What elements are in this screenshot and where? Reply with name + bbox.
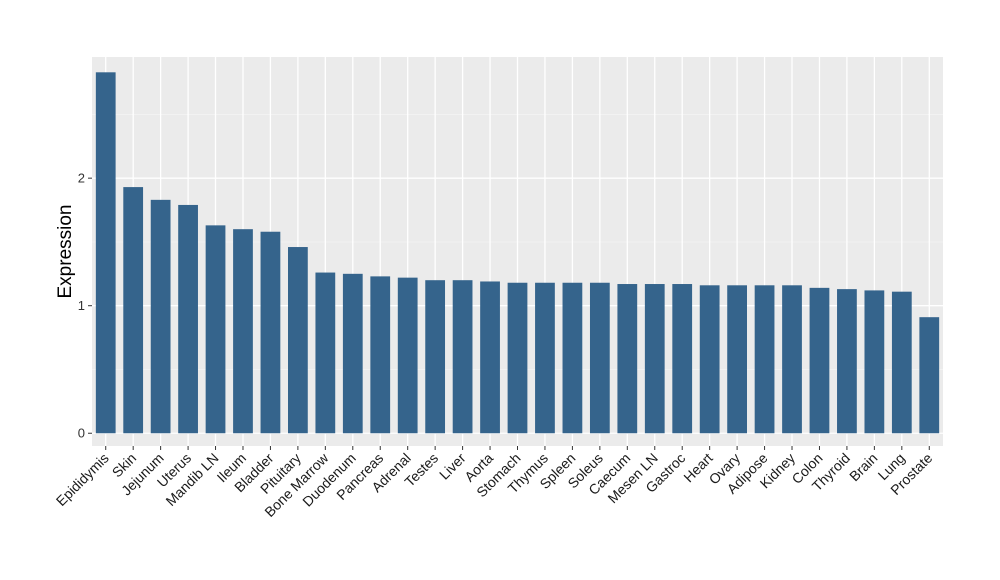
bar-stomach xyxy=(507,282,528,434)
bar-mesen-ln xyxy=(644,284,665,434)
bar-adrenal xyxy=(397,277,418,434)
bar-ileum xyxy=(233,229,253,434)
bar-mandib-ln xyxy=(205,225,226,434)
bar-caecum xyxy=(617,284,638,434)
bar-spleen xyxy=(562,282,583,434)
bar-aorta xyxy=(480,281,500,434)
bar-duodenum xyxy=(342,273,363,434)
bar-thymus xyxy=(535,282,555,434)
y-tick-label: 1 xyxy=(78,298,85,313)
x-tick-label: Brain xyxy=(846,450,880,484)
y-axis-title: Expression xyxy=(55,205,76,299)
bar-pituitary xyxy=(288,247,308,434)
bar-adipose xyxy=(754,285,775,434)
bar-colon xyxy=(809,287,830,434)
bar-soleus xyxy=(589,282,610,434)
bar-heart xyxy=(699,285,720,434)
bar-brain xyxy=(864,290,885,434)
bar-kidney xyxy=(782,285,802,434)
bar-uterus xyxy=(178,204,198,434)
bar-gastroc xyxy=(672,284,693,434)
bar-lung xyxy=(891,291,912,434)
bar-epididymis xyxy=(95,72,116,434)
bar-bladder xyxy=(260,231,281,434)
bar-liver xyxy=(452,280,473,434)
x-tick-label: Epididymis xyxy=(53,450,112,509)
bar-pancreas xyxy=(370,276,391,434)
bar-thyroid xyxy=(837,289,857,434)
y-axis: 0 1 2 xyxy=(78,171,92,441)
bars xyxy=(95,72,940,434)
y-tick-label: 2 xyxy=(78,171,85,186)
bar-jejunum xyxy=(150,199,171,434)
bar-bone-marrow xyxy=(315,272,336,434)
y-tick-label: 0 xyxy=(78,426,85,441)
bar-prostate xyxy=(919,317,940,434)
bar-ovary xyxy=(727,285,747,434)
bar-skin xyxy=(123,187,144,434)
bar-testes xyxy=(425,280,446,434)
